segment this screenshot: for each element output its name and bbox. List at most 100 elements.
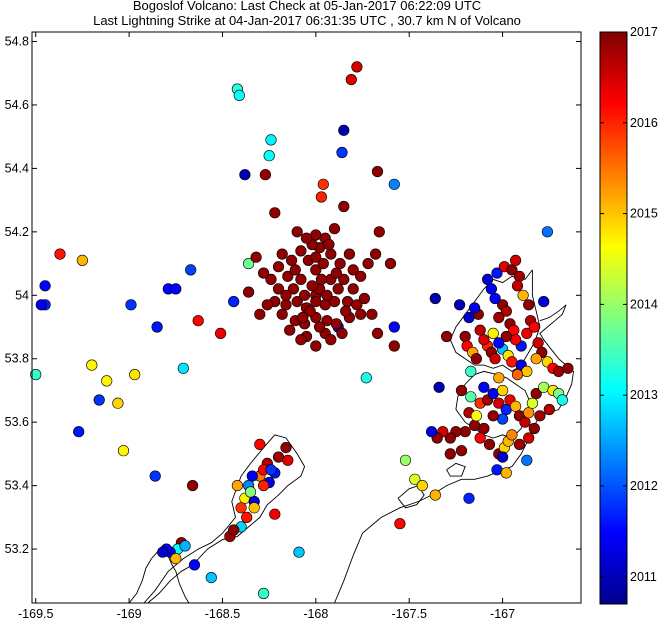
strike-point-225 — [519, 416, 531, 428]
y-tick-label: 54.8 — [5, 35, 29, 49]
strike-point-151 — [258, 480, 270, 492]
strike-point-130 — [272, 451, 285, 463]
strike-point-177 — [528, 321, 540, 333]
strike-point-215 — [455, 384, 468, 397]
strike-point-180 — [530, 353, 542, 365]
strike-point-161 — [493, 311, 505, 324]
strike-point-14 — [125, 299, 137, 311]
strike-point-125 — [297, 311, 309, 324]
strike-point-184 — [562, 362, 574, 374]
strike-point-94 — [284, 324, 296, 336]
strike-point-131 — [280, 442, 292, 454]
strike-point-197 — [469, 302, 481, 314]
chart-title-line1: Bogoslof Volcano: Last Check at 05-Jan-2… — [133, 0, 481, 13]
colorbar-tick-label: 2012 — [630, 479, 658, 493]
strike-point-34 — [351, 61, 363, 73]
strike-point-240 — [469, 419, 481, 432]
strike-point-49 — [319, 299, 331, 311]
strike-point-254 — [491, 464, 503, 476]
strike-point-174 — [523, 299, 535, 311]
strike-point-262 — [493, 372, 505, 384]
colorbar-gradient — [599, 31, 628, 605]
colorbar-tick-label: 2015 — [630, 207, 658, 221]
strike-point-158 — [179, 540, 191, 552]
strike-point-98 — [358, 292, 371, 305]
coastline-0 — [143, 434, 306, 604]
strike-point-147 — [269, 508, 281, 520]
strike-point-219 — [487, 388, 499, 400]
strike-point-5 — [54, 248, 66, 260]
strike-point-202 — [470, 353, 483, 365]
strike-point-235 — [528, 422, 540, 435]
strike-point-204 — [454, 299, 466, 311]
strike-point-128 — [254, 438, 266, 451]
strike-point-157 — [170, 552, 182, 565]
strike-point-10 — [101, 375, 113, 387]
strike-point-267 — [416, 480, 428, 492]
strike-point-99 — [362, 258, 374, 270]
strike-point-121 — [280, 289, 292, 301]
strike-point-117 — [310, 251, 322, 263]
strike-point-123 — [272, 261, 285, 273]
strike-point-256 — [455, 445, 468, 457]
strike-point-26 — [239, 169, 251, 181]
x-tick-label: -169 — [117, 607, 142, 621]
strike-point-189 — [500, 330, 512, 343]
strike-point-229 — [538, 381, 550, 393]
strike-point-8 — [86, 359, 98, 371]
y-tick-label: 54.6 — [5, 98, 29, 112]
strike-point-100 — [258, 267, 270, 279]
strike-point-18 — [170, 283, 182, 295]
strike-point-266 — [409, 473, 421, 485]
strike-point-148 — [248, 502, 260, 514]
strike-point-173 — [517, 289, 529, 301]
strike-point-64 — [282, 270, 294, 282]
strike-point-87 — [328, 223, 341, 235]
strike-point-32 — [338, 124, 350, 136]
strike-point-75 — [286, 254, 298, 266]
strike-point-96 — [276, 248, 288, 260]
y-tick-label: 53.2 — [5, 542, 29, 556]
strike-point-166 — [482, 273, 494, 286]
strike-point-199 — [459, 330, 471, 343]
strike-point-138 — [246, 470, 258, 482]
strike-point-72 — [325, 248, 337, 260]
strike-point-141 — [231, 480, 243, 492]
y-tick-label: 54 — [15, 288, 29, 302]
strike-point-137 — [265, 464, 277, 476]
strike-point-183 — [552, 365, 565, 378]
strike-point-186 — [541, 226, 554, 238]
colorbar-tick-label: 2014 — [630, 297, 658, 311]
strike-point-191 — [493, 337, 505, 349]
strike-point-35 — [317, 178, 329, 190]
strike-point-12 — [117, 445, 130, 457]
strike-point-246 — [426, 426, 438, 438]
strike-point-4 — [39, 280, 51, 292]
strike-point-160 — [500, 305, 512, 317]
strike-point-255 — [500, 467, 512, 479]
strike-point-149 — [235, 502, 247, 514]
strike-point-3 — [35, 299, 47, 311]
x-tick-label: -168.5 — [205, 607, 240, 621]
y-tick-label: 53.4 — [5, 479, 29, 493]
strike-point-143 — [241, 511, 253, 524]
coastline-6 — [446, 462, 466, 477]
y-tick-label: 53.8 — [5, 352, 29, 366]
strike-point-259 — [470, 410, 483, 422]
strike-point-37 — [371, 166, 384, 178]
strike-point-264 — [521, 454, 533, 466]
strike-point-85 — [355, 270, 367, 282]
strike-point-238 — [487, 410, 499, 422]
strike-point-55 — [332, 283, 344, 295]
strike-point-44 — [205, 571, 217, 584]
strike-point-104 — [269, 207, 281, 219]
strike-point-67 — [272, 283, 285, 295]
x-tick-label: -167 — [490, 607, 515, 621]
strike-point-110 — [384, 258, 397, 270]
strike-point-122 — [347, 264, 359, 276]
strike-point-19 — [177, 362, 189, 374]
x-axis: -169.5 -169 -168.5 -168 -167.5 -167 — [18, 32, 515, 621]
coastline-5 — [397, 485, 425, 509]
strike-point-23 — [228, 296, 240, 308]
strike-point-120 — [340, 305, 352, 317]
